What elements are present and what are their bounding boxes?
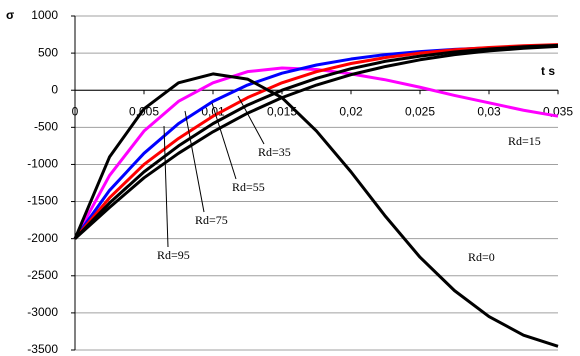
y-tick-label: -1500 <box>27 194 58 208</box>
y-tick-label: 0 <box>51 82 58 96</box>
y-tick-label: -500 <box>34 120 58 134</box>
x-tick-label: 0,035 <box>543 104 573 118</box>
x-tick-label: 0 <box>72 104 79 118</box>
x-axis-label: t s <box>541 64 555 78</box>
series-line <box>73 43 559 240</box>
series-line <box>73 66 559 240</box>
series-label: Rd=15 <box>508 134 541 148</box>
y-tick-label: 500 <box>38 45 58 59</box>
series-line <box>73 43 559 240</box>
series-line <box>73 44 559 240</box>
y-tick-label: -2500 <box>27 268 58 282</box>
y-tick-label: -1000 <box>27 157 58 171</box>
label-pointer <box>163 125 169 248</box>
y-axis-label: σ <box>6 8 14 22</box>
x-tick-label: 0,03 <box>477 104 501 118</box>
series-label: Rd=35 <box>258 145 291 159</box>
y-tick-label: -3500 <box>27 342 58 356</box>
series-label: Rd=75 <box>195 213 228 227</box>
label-pointer <box>184 110 205 213</box>
label-pointer <box>211 102 237 180</box>
series-line <box>73 44 559 240</box>
series-label: Rd=95 <box>157 248 190 262</box>
series-label: Rd=55 <box>232 180 265 194</box>
label-pointer <box>237 95 265 145</box>
y-tick-label: 1000 <box>31 8 58 22</box>
series-label: Rd=0 <box>468 250 495 264</box>
x-tick-label: 0,01 <box>201 104 225 118</box>
series-line <box>73 72 559 348</box>
x-tick-label: 0,025 <box>405 104 435 118</box>
x-tick-label: 0,005 <box>129 104 159 118</box>
x-tick-label: 0,015 <box>267 104 297 118</box>
y-tick-label: -2000 <box>27 231 58 245</box>
y-tick-label: -3000 <box>27 305 58 319</box>
x-tick-label: 0,02 <box>339 104 363 118</box>
